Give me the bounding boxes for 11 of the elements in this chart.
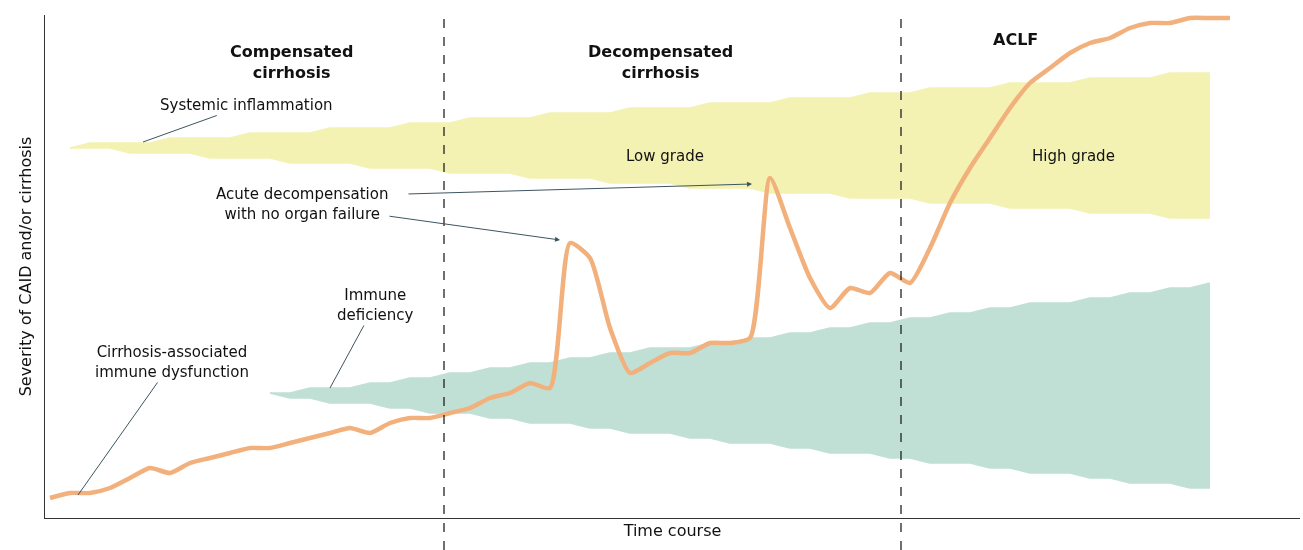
annotation: Low grade bbox=[626, 147, 704, 165]
annotation: Compensated cirrhosis bbox=[230, 42, 354, 82]
annotation: Acute decompensation with no organ failure bbox=[216, 185, 389, 223]
annotation: High grade bbox=[1032, 147, 1115, 165]
annotation: Decompensated cirrhosis bbox=[588, 42, 734, 82]
x-axis-title: Time course bbox=[622, 520, 722, 540]
annotation: Immune deficiency bbox=[337, 286, 414, 324]
annotation: Systemic inflammation bbox=[160, 96, 333, 114]
annotation: Cirrhosis-associated immune dysfunction bbox=[95, 343, 249, 381]
y-axis-title: Severity of CAID and/or cirrhosis bbox=[15, 136, 35, 397]
annotation: ACLF bbox=[993, 30, 1039, 49]
